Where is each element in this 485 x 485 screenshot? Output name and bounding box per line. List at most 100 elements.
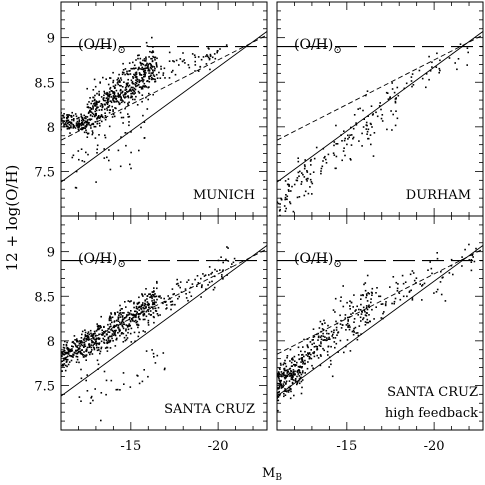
data-point (122, 62, 124, 65)
fit-line-dashed (277, 34, 483, 141)
data-point (109, 168, 112, 171)
data-point (112, 71, 114, 74)
data-point (142, 114, 144, 117)
data-point (147, 310, 150, 313)
data-point (331, 375, 334, 378)
data-point (116, 82, 119, 84)
data-point (152, 303, 155, 305)
data-point (156, 280, 158, 283)
data-point (145, 41, 148, 44)
data-point (301, 354, 303, 356)
data-point (148, 313, 150, 315)
data-point (132, 86, 134, 89)
data-point (111, 105, 113, 108)
data-point (112, 95, 115, 97)
data-point (365, 94, 367, 97)
data-point (114, 332, 116, 335)
data-point (209, 53, 212, 56)
data-point (436, 252, 438, 254)
y-axis-label: 12 + log(O/H) (3, 165, 21, 272)
model-label: DURHAM (406, 188, 471, 203)
data-point (138, 54, 140, 56)
data-point (176, 278, 178, 281)
data-point (151, 72, 154, 74)
data-point (117, 320, 120, 322)
data-point (153, 301, 156, 303)
data-point (364, 321, 367, 323)
data-point (353, 321, 355, 323)
data-point (142, 313, 144, 316)
data-point (207, 47, 210, 49)
fit-line-solid (277, 245, 483, 397)
data-point (120, 77, 122, 79)
data-point (154, 57, 156, 59)
data-point (122, 321, 125, 324)
data-point (101, 115, 104, 118)
data-point (67, 363, 70, 366)
data-point (302, 346, 304, 348)
data-point (75, 361, 78, 363)
data-point (98, 337, 101, 340)
data-point (86, 349, 88, 351)
data-point (130, 300, 132, 302)
data-point (96, 152, 98, 154)
data-point (278, 385, 281, 388)
data-point (333, 329, 335, 331)
data-point (152, 55, 154, 58)
data-point (367, 128, 370, 131)
data-point (127, 95, 129, 97)
data-point (308, 352, 311, 354)
data-point (352, 127, 355, 130)
data-point (151, 349, 153, 351)
data-point (281, 386, 283, 388)
data-point (347, 326, 349, 328)
data-point (63, 353, 65, 356)
data-point (109, 315, 111, 318)
data-point (350, 134, 353, 136)
data-point (121, 99, 123, 101)
data-point (80, 368, 82, 371)
data-point (150, 68, 153, 70)
data-point (119, 389, 121, 391)
data-point (127, 328, 130, 331)
data-point (343, 130, 345, 132)
data-point (71, 123, 73, 125)
data-point (114, 97, 116, 100)
data-point (125, 328, 127, 330)
data-point (138, 309, 141, 311)
data-point (168, 77, 171, 79)
data-point (146, 80, 149, 82)
data-point (333, 331, 335, 334)
data-point (97, 346, 100, 349)
data-point (80, 400, 82, 402)
data-point (63, 113, 65, 115)
data-point (153, 75, 156, 77)
data-point (385, 91, 388, 94)
data-point (293, 363, 295, 366)
data-point (279, 368, 281, 370)
data-point (339, 300, 342, 302)
data-point (140, 79, 143, 82)
data-point (311, 182, 314, 185)
data-point (175, 283, 178, 285)
data-point (94, 94, 96, 97)
data-point (171, 303, 174, 306)
data-point (82, 354, 84, 356)
data-point (356, 338, 359, 341)
data-point (296, 382, 299, 384)
data-point (120, 97, 123, 100)
data-point (85, 151, 87, 154)
data-point (96, 144, 99, 147)
x-axis-label: MB (262, 466, 282, 483)
data-point (138, 81, 141, 83)
data-point (431, 66, 433, 68)
data-point (112, 113, 115, 116)
data-point (294, 364, 296, 366)
data-point (147, 64, 149, 67)
data-point (164, 301, 166, 303)
data-point (108, 326, 111, 328)
data-point (146, 108, 149, 110)
data-point (101, 334, 104, 336)
data-point (311, 193, 313, 195)
data-point (298, 382, 301, 385)
